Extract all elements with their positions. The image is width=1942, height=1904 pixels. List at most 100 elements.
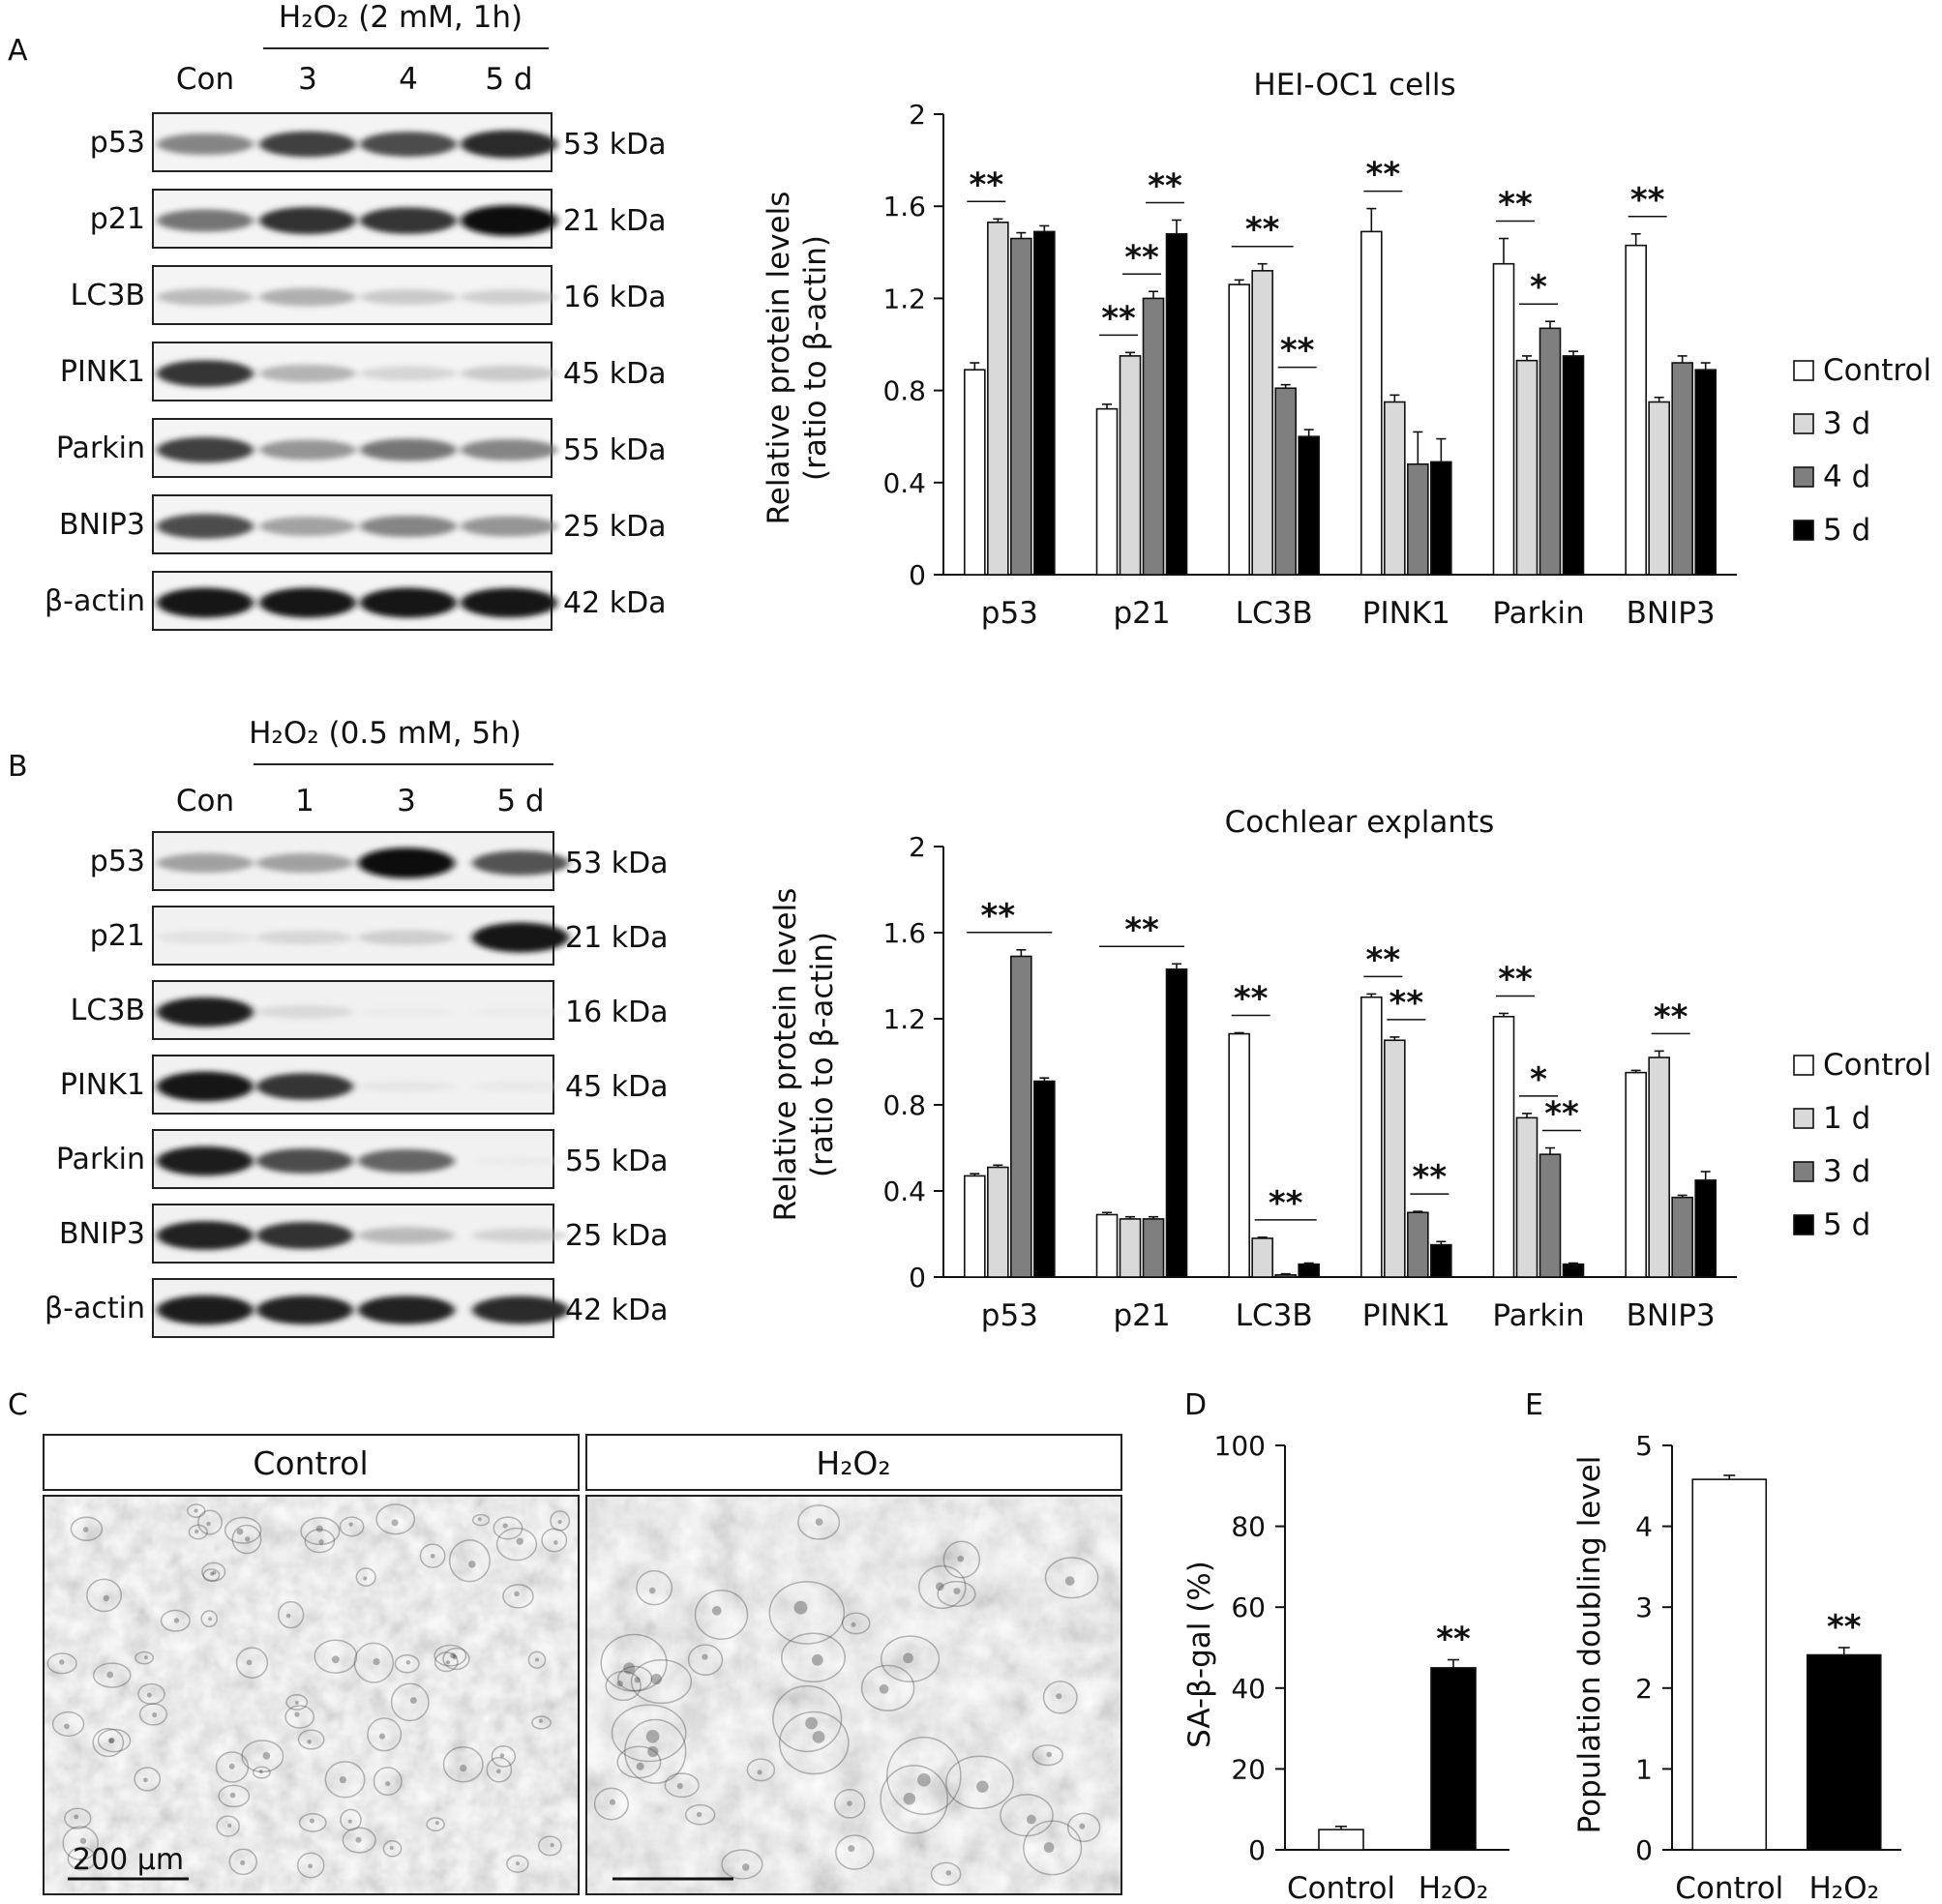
control-cell-nucleus (499, 1753, 505, 1758)
band-bnip3-lane-3 (360, 515, 457, 538)
significance-marker: ** (1413, 1158, 1448, 1197)
chart-title: Cochlear explants (1225, 805, 1495, 840)
band-p21-lane-2 (259, 206, 356, 235)
band-p21-lane-1 (157, 209, 254, 232)
band-actin-lane-4 (461, 587, 557, 618)
band-bnip3-lane-1 (157, 1221, 254, 1250)
y-axis-label: Population doubling level (1572, 1456, 1607, 1834)
size-label-pink1: 45 kDa (563, 357, 667, 391)
y-tick-label: 2 (1635, 1673, 1653, 1705)
control-cell-nucleus (206, 1521, 211, 1527)
control-cell-nucleus (82, 1527, 89, 1532)
significance-marker: ** (1366, 940, 1401, 979)
h2o2-cell-outline (768, 1581, 846, 1645)
band-parkin-lane-2 (259, 439, 356, 461)
micrograph-panel-c: Control H₂O₂ 200 μm (43, 1434, 1122, 1895)
bar-control-pink1 (1360, 996, 1383, 1278)
bar-3-d-bnip3 (1671, 1196, 1693, 1278)
protein-label-p21: p21 (90, 919, 145, 953)
h2o2-cell-outline (841, 1612, 871, 1635)
significance-marker: ** (981, 897, 1016, 936)
control-cell-nucleus (477, 1517, 482, 1522)
significance-marker: ** (1436, 1621, 1471, 1659)
h2o2-cell-nucleus (976, 1780, 989, 1794)
h2o2-cell-outline (694, 1590, 749, 1640)
h2o2-cell-nucleus (815, 1518, 823, 1526)
band-parkin-lane-1 (157, 436, 254, 463)
control-cell-nucleus (103, 1594, 109, 1602)
bar-1-d-p21 (1119, 1218, 1142, 1278)
control-cell-nucleus (107, 1738, 114, 1743)
control-cell-nucleus (285, 1613, 291, 1619)
control-cell-nucleus (229, 1792, 236, 1799)
scale-bar-label: 200 μm (73, 1843, 184, 1877)
x-category-p21: p21 (1113, 1298, 1170, 1333)
band-p21-lane-1 (157, 931, 254, 944)
control-cells (46, 1503, 571, 1879)
control-cell-outline (296, 1852, 325, 1879)
control-cell-outline (284, 1705, 315, 1729)
bar-control-p21 (1095, 1213, 1119, 1278)
protein-label-p53: p53 (90, 126, 145, 160)
control-cell-nucleus (227, 1823, 232, 1829)
y-tick-label: 0.4 (882, 1175, 926, 1207)
lane-label-3: 3 (298, 62, 317, 97)
h2o2-micrograph (586, 1496, 1121, 1894)
h2o2-cell-nucleus (696, 1811, 702, 1818)
h2o2-cell-outline (630, 1659, 693, 1705)
bar-5-d-p53 (1033, 230, 1056, 576)
significance-marker: ** (1124, 238, 1159, 277)
band-p21-lane-4 (461, 205, 557, 236)
size-label-pink1: 45 kDa (565, 1070, 669, 1104)
control-cell-outline (550, 1510, 571, 1532)
bar-3-d-p53 (987, 222, 1009, 576)
h2o2-cell-outline (834, 1788, 866, 1819)
bar-3-d-lc3b (1251, 270, 1273, 576)
control-cell-outline (200, 1610, 219, 1628)
h2o2-cell-outline (617, 1665, 653, 1692)
control-cell-outline (67, 1846, 97, 1871)
y-tick-label: 20 (1231, 1753, 1266, 1785)
lane-label-5-d: 5 d (496, 784, 544, 818)
control-cell-nucleus (262, 1751, 271, 1760)
size-label-lc3b: 16 kDa (565, 996, 669, 1029)
h2o2-cell-outline (880, 1765, 949, 1834)
control-cell-nucleus (409, 1697, 417, 1704)
significance-marker: ** (1389, 984, 1424, 1023)
x-category-pink1: PINK1 (1362, 596, 1450, 631)
h2o2-cell-outline (616, 1745, 662, 1779)
band-lc3b-lane-3 (358, 1006, 455, 1018)
control-cell-nucleus (516, 1861, 521, 1866)
control-cell-outline (187, 1503, 206, 1518)
significance-marker: ** (1498, 960, 1533, 998)
control-cell-nucleus (64, 1723, 70, 1730)
significance-marker: ** (1234, 979, 1269, 1018)
bar-5-d-p53 (1033, 1080, 1056, 1278)
bar-1-d-bnip3 (1648, 1056, 1670, 1278)
control-cell-outline (202, 1568, 221, 1582)
control-cell-nucleus (550, 1842, 554, 1848)
control-cell-nucleus (258, 1770, 263, 1774)
h2o2-cell-outline (937, 1580, 976, 1608)
bar-4-d-parkin (1539, 327, 1562, 576)
y-axis-label: Relative protein levels (762, 192, 796, 525)
control-cell-nucleus (516, 1537, 524, 1545)
control-cell-nucleus (553, 1540, 558, 1545)
y-tick-label: 1.6 (882, 917, 926, 949)
size-label-p53: 53 kDa (565, 847, 669, 880)
significance-marker: * (1530, 1060, 1547, 1099)
h2o2-cell-nucleus (793, 1600, 808, 1615)
x-category-p21: p21 (1113, 596, 1170, 631)
significance-marker: ** (1827, 1608, 1862, 1647)
control-cell-outline (367, 1717, 403, 1752)
y-axis-label: SA-β-gal (%) (1182, 1561, 1217, 1748)
y-axis-label: (ratio to β-actin) (798, 235, 833, 481)
y-tick-label: 0 (909, 1262, 926, 1294)
control-cell-outline (448, 1539, 491, 1583)
band-bnip3-lane-2 (256, 1221, 353, 1250)
control-cell-nucleus (210, 1571, 215, 1576)
h2o2-cell-nucleus (1026, 1814, 1036, 1825)
y-tick-label: 1.2 (882, 1003, 926, 1035)
significance-marker: ** (1498, 186, 1533, 224)
band-actin-lane-1 (157, 587, 254, 618)
